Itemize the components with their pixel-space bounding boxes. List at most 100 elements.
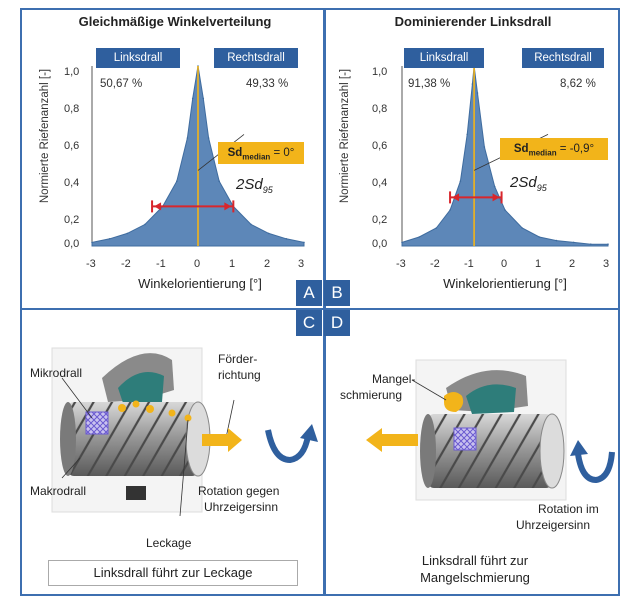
panel-b-title: Dominierender Linksdrall <box>394 14 552 29</box>
panel-d-label-mangel-1: Mangel- <box>372 372 416 386</box>
panel-a-sd95-label: 2Sd95 <box>236 176 273 195</box>
panel-b-data-point <box>590 243 592 245</box>
panel-d-shaft-grooves <box>428 414 552 488</box>
panel-d-illustration <box>366 359 615 501</box>
panel-b-left-badge: Linksdrall <box>404 48 484 68</box>
panel-d-caption-line-1: Linksdrall führt zur <box>421 553 529 568</box>
panel-c-leader-leckage <box>179 419 189 517</box>
panel-c-oil-drop <box>168 409 176 417</box>
panel-a-data-point <box>186 137 189 139</box>
panel-c-label-rotation-1: Rotation gegen <box>198 484 280 498</box>
panel-d-seal <box>466 384 516 414</box>
panel-b-xtick: -3 <box>396 258 406 270</box>
panel-b-data-point <box>459 180 462 182</box>
panel-b-data-point <box>607 243 609 245</box>
panel-d-label-rotation-2: Uhrzeigersinn <box>516 518 591 532</box>
panel-c-leader-foerder <box>225 399 235 439</box>
panel-a-sd95-prefix: 2Sd <box>236 176 263 193</box>
panel-b-ytick: 0,8 <box>372 103 388 115</box>
panel-b-data-point <box>449 209 451 211</box>
panel-a-title: Gleichmäßige Winkelverteilung <box>78 14 272 29</box>
panel-d-rotation-arrowhead <box>570 440 588 456</box>
panel-b-xtick: 0 <box>501 258 508 270</box>
panel-c-label-makrodrall: Makrodrall <box>30 484 87 498</box>
panel-a-xtick: -3 <box>86 258 96 270</box>
panel-b-median-sd: Sd <box>513 143 529 155</box>
panel-b-data-point <box>493 185 496 188</box>
panel-b-data-point <box>471 83 474 85</box>
panel-a-data-point <box>144 223 146 226</box>
panel-b-sd95-prefix: 2Sd <box>510 174 537 191</box>
panel-b-left-pct: 91,38 % <box>408 78 451 90</box>
panel-a-data-point <box>267 232 270 235</box>
panel-d-label-mangel-2: schmierung <box>340 388 403 402</box>
panel-a-sd95-sub: 95 <box>262 185 273 195</box>
panel-c-oil-drop <box>132 400 140 408</box>
panel-d-micro-pattern <box>454 428 476 450</box>
panel-c-leader-makro <box>61 457 81 479</box>
panel-c-label-foerder-1: Förder- <box>218 352 258 366</box>
panel-a-xtick: 2 <box>264 258 271 270</box>
panel-a-xtick: 0 <box>194 258 201 270</box>
panel-d-caption-line-2: Mangelschmierung <box>420 570 530 585</box>
panel-a-ytick: 1,0 <box>64 66 80 78</box>
panel-a-data-point <box>202 97 205 100</box>
panel-a-data-point <box>176 180 178 182</box>
panel-a-data-point <box>91 241 93 244</box>
panel-a-median-box: Sdmedian = 0° <box>218 142 304 164</box>
panel-c-seal <box>118 372 164 406</box>
panel-b-xtick: -1 <box>464 258 474 270</box>
panel-a-sd95-arrow-left <box>154 202 162 211</box>
panel-a-plot <box>91 65 305 247</box>
panel-a-ytick: 0,6 <box>64 140 80 152</box>
panel-a-ytick: 0,4 <box>64 177 80 189</box>
panel-d-shaft-back <box>420 414 436 488</box>
panel-a-ytick: 0,2 <box>64 214 80 226</box>
panel-c-oil-drop <box>184 414 192 422</box>
panel-b-median-sub: median <box>528 148 557 158</box>
panel-b-xtick: 1 <box>535 258 542 270</box>
panel-a-data-point <box>303 241 305 244</box>
panel-b-right-pct: 8,62 % <box>560 78 596 90</box>
panel-d-rotation-arc <box>575 451 615 484</box>
panel-label-d: D <box>324 310 350 336</box>
panel-b-data-point <box>538 236 541 238</box>
panel-c-oil-drop <box>118 404 126 412</box>
panel-a-right-pct: 49,33 % <box>246 78 289 90</box>
panel-b-data-point <box>466 133 468 136</box>
panel-label-a: A <box>296 280 322 306</box>
panel-b-data-point <box>572 241 575 244</box>
panel-d-shaft-end <box>539 413 565 489</box>
panel-b-data-point <box>418 236 420 238</box>
panel-label-b: B <box>324 280 350 306</box>
panel-b-ytick: 0,0 <box>372 238 388 250</box>
panel-c-label-rotation-2: Uhrzeigersinn <box>204 500 279 514</box>
panel-a-xlabel: Winkelorientierung [°] <box>138 276 262 291</box>
panel-d-lubricant <box>444 392 464 412</box>
panel-a-xtick: 1 <box>229 258 236 270</box>
panel-c-label-foerder-2: richtung <box>218 368 261 382</box>
panel-b-right-badge: Rechtsdrall <box>522 48 604 68</box>
panel-a-data-point <box>207 137 210 139</box>
panel-b-ytick: 0,6 <box>372 140 388 152</box>
panel-d-leader-mangel <box>411 379 447 401</box>
panel-c-leader-mikro <box>61 377 93 419</box>
panel-a-left-badge: Linksdrall <box>96 48 180 68</box>
panel-b-data-point <box>476 92 479 94</box>
panel-b-data-point <box>435 227 438 229</box>
panel-c-micro-pattern <box>86 412 108 434</box>
panel-c-illustration <box>51 347 318 517</box>
panel-b-ytick: 0,4 <box>372 177 388 189</box>
panel-a-median-sd: Sd <box>227 147 243 159</box>
panel-b-data-point <box>483 146 486 148</box>
panel-b-data-point <box>401 241 403 244</box>
panel-c-shaft-back <box>60 402 76 476</box>
panel-a-sd95-arrow-right <box>224 202 232 211</box>
panel-b-data-point <box>555 239 558 242</box>
panel-a-xtick: 3 <box>298 258 305 270</box>
panel-b-xtick: 2 <box>569 258 576 270</box>
panel-a-data-point <box>108 238 111 240</box>
panel-b-xtick: 3 <box>603 258 610 270</box>
panel-b-xlabel: Winkelorientierung [°] <box>443 276 567 291</box>
panel-b-sd95-arrow-left <box>452 193 460 202</box>
